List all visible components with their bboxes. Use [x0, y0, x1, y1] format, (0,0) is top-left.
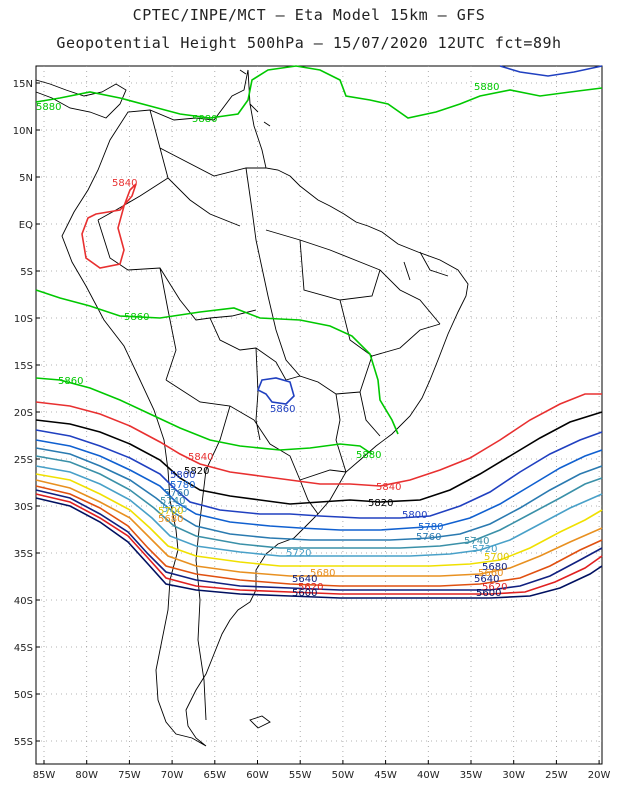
lon-label-85w: 85W [33, 770, 56, 781]
lat-label-15s: 15S [14, 361, 33, 372]
lon-label-75w: 75W [118, 770, 141, 781]
label-5740-a: 5740 [160, 496, 185, 507]
label-5720-b: 5720 [286, 548, 311, 559]
lat-label-eq: EQ [19, 220, 33, 231]
label-5820-a: 5820 [184, 466, 209, 477]
contour-5680 [35, 479, 603, 577]
map-frame [35, 65, 603, 765]
lon-label-45w: 45W [374, 770, 397, 781]
contour-5880-red-amazon [81, 183, 137, 269]
label-5720-c: 5720 [472, 544, 497, 555]
contour-5800 [35, 429, 603, 519]
label-5640-b: 5640 [474, 574, 499, 585]
title-line-2: Geopotential Height 500hPa – 15/07/2020 … [56, 34, 562, 52]
caribbean-islands [239, 69, 271, 127]
contour-5700 [35, 473, 603, 567]
label-5780-a: 5780 [170, 480, 195, 491]
contour-5640 [35, 489, 603, 591]
lon-label-25w: 25W [545, 770, 568, 781]
lat-label-50s: 50S [14, 690, 33, 701]
lon-label-30w: 30W [502, 770, 525, 781]
contour-5880-amazon [35, 65, 603, 119]
lat-label-10n: 10N [13, 126, 33, 137]
label-5760-a: 5760 [164, 488, 189, 499]
label-5840-b: 5840 [188, 452, 213, 463]
lat-label-25s: 25S [14, 455, 33, 466]
label-5620-a: 5620 [298, 582, 323, 593]
lon-label-80w: 80W [75, 770, 98, 781]
central-america-coast [35, 79, 127, 119]
lat-label-40s: 40S [14, 596, 33, 607]
contour-5620 [35, 493, 603, 595]
lon-label-35w: 35W [460, 770, 483, 781]
contour-5780 [35, 439, 603, 531]
label-5840-c: 5840 [376, 482, 401, 493]
lat-label-20s: 20S [14, 408, 33, 419]
lat-label-55s: 55S [14, 737, 33, 748]
label-5680-b: 5680 [310, 568, 335, 579]
lat-label-30s: 30S [14, 502, 33, 513]
lat-label-10s: 10S [14, 314, 33, 325]
contour-5840 [35, 393, 602, 487]
label-5860-b: 5860 [58, 376, 83, 387]
contour-5860-south [35, 377, 373, 455]
contour-labels: 5880 5880 5880 5840 5860 5860 5860 5880 … [36, 82, 509, 599]
contour-5740 [35, 455, 603, 549]
contour-5880-top [499, 65, 603, 77]
lat-label-35s: 35S [14, 549, 33, 560]
lon-label-65w: 65W [203, 770, 226, 781]
contour-5820 [35, 411, 603, 505]
lat-label-5n: 5N [19, 173, 33, 184]
label-5860-a: 5860 [124, 312, 149, 323]
label-5760-b: 5760 [416, 532, 441, 543]
lon-label-50w: 50W [332, 770, 355, 781]
contour-5720 [35, 465, 603, 557]
contour-5760 [35, 447, 603, 541]
label-5860-c: 5880 [356, 450, 381, 461]
label-5780-b: 5780 [418, 522, 443, 533]
label-5880-pantanal: 5860 [270, 404, 295, 415]
contours [35, 65, 603, 599]
lon-label-20w: 20W [588, 770, 611, 781]
lat-label-15n: 15N [13, 79, 33, 90]
lon-label-70w: 70W [161, 770, 184, 781]
lon-label-60w: 60W [246, 770, 269, 781]
label-5640-a: 5640 [292, 574, 317, 585]
label-5800-a: 5800 [170, 470, 195, 481]
label-5740-b: 5740 [464, 536, 489, 547]
contour-5600 [35, 497, 603, 599]
label-5600-a: 5600 [292, 588, 317, 599]
lon-label-40w: 40W [417, 770, 440, 781]
contour-5880-blue-pantanal [256, 377, 295, 405]
brazil-states [265, 229, 449, 437]
label-5680-c: 5680 [482, 562, 507, 573]
country-borders [97, 109, 347, 721]
label-5600-b: 5600 [476, 588, 501, 599]
label-5700-b: 5700 [484, 552, 509, 563]
lat-label-45s: 45S [14, 643, 33, 654]
label-5820-b: 5820 [368, 498, 393, 509]
contour-5860-north [35, 289, 399, 435]
label-5880-a: 5880 [36, 102, 61, 113]
title-line-1: CPTEC/INPE/MCT – Eta Model 15km – GFS [132, 6, 486, 24]
label-5680-a: 5680 [158, 514, 183, 525]
lat-label-5s: 5S [20, 267, 33, 278]
label-5880-b: 5880 [192, 114, 217, 125]
latitude-labels: 15N 10N 5N EQ 5S 10S 15S 20S 25S 30S 35S 40S 45S 50S 5… [13, 79, 40, 748]
contour-5660 [35, 485, 603, 587]
coastlines [35, 69, 469, 747]
label-5800-b: 5800 [402, 510, 427, 521]
lon-label-55w: 55W [289, 770, 312, 781]
label-5880-c: 5880 [474, 82, 499, 93]
longitude-labels: 85W 80W 75W 70W 65W 60W 55W 50W 45W 40W 35W 30W 25W 2… [33, 760, 611, 781]
south-america-outline [61, 69, 469, 747]
label-5720-a: 5720 [162, 504, 187, 515]
label-5840-amazon: 5840 [112, 178, 137, 189]
label-5660-a: 5660 [478, 568, 503, 579]
label-5620-b: 5620 [482, 582, 507, 593]
falklands [249, 715, 271, 729]
label-5700-a: 5700 [158, 506, 183, 517]
